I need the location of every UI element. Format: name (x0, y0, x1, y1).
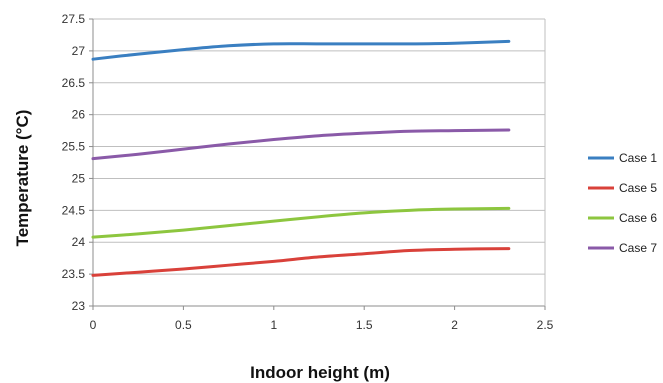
axes (89, 18, 546, 310)
legend-label-case-6: Case 6 (619, 211, 657, 225)
series-lines (91, 39, 511, 277)
y-tick-label: 26 (72, 108, 86, 122)
y-tick-label: 25.5 (62, 140, 86, 154)
x-tick-label: 2.5 (537, 318, 554, 332)
series-line-case-5 (91, 247, 511, 277)
x-axis-title: Indoor height (m) (250, 363, 390, 382)
series-line-case-6 (91, 206, 511, 239)
y-tick-label: 23 (72, 299, 86, 313)
gridlines (93, 18, 545, 307)
legend-label-case-5: Case 5 (619, 181, 657, 195)
x-tick-labels: 0 0.5 1 1.5 2 2.5 (90, 318, 554, 332)
x-tick-label: 1.5 (356, 318, 373, 332)
series-line-case-7 (91, 128, 511, 161)
series-line-case-1 (91, 39, 511, 61)
legend-label-case-1: Case 1 (619, 151, 657, 165)
y-tick-label: 27.5 (62, 12, 86, 26)
y-tick-label: 24 (72, 235, 86, 249)
x-tick-label: 1 (270, 318, 277, 332)
x-tick-label: 0.5 (175, 318, 192, 332)
x-tick-label: 0 (90, 318, 97, 332)
y-tick-label: 27 (72, 44, 86, 58)
y-tick-label: 24.5 (62, 203, 86, 217)
y-tick-label: 23.5 (62, 267, 86, 281)
y-axis-title: Temperature (°C) (13, 110, 32, 247)
legend: Case 1 Case 5 Case 6 Case 7 (588, 151, 657, 255)
y-tick-label: 26.5 (62, 76, 86, 90)
y-tick-label: 25 (72, 171, 86, 185)
legend-label-case-7: Case 7 (619, 241, 657, 255)
x-tick-label: 2 (451, 318, 458, 332)
y-tick-labels: 23 23.5 24 24.5 25 25.5 26 26.5 27 27.5 (62, 12, 86, 313)
